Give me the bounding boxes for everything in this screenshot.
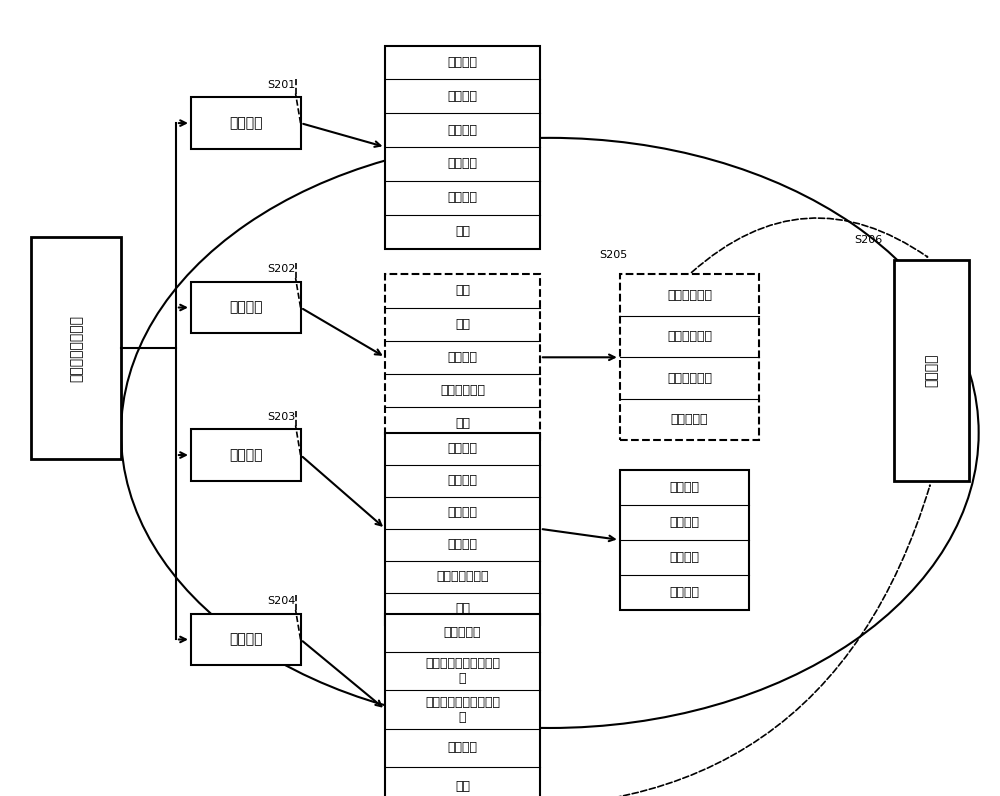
Text: 已完全改善: 已完全改善 bbox=[444, 626, 481, 639]
Text: 觉厄不当: 觉厄不当 bbox=[448, 538, 478, 552]
FancyBboxPatch shape bbox=[894, 259, 969, 481]
Text: 芯片信息: 芯片信息 bbox=[229, 116, 262, 130]
Text: 失效机理: 失效机理 bbox=[229, 448, 262, 462]
Text: 造成功能丧失: 造成功能丧失 bbox=[667, 330, 712, 343]
Text: 芯片型号: 芯片型号 bbox=[448, 90, 478, 103]
FancyBboxPatch shape bbox=[191, 429, 301, 481]
Text: 设计缺陷: 设计缺陷 bbox=[448, 443, 478, 455]
Text: 判断结果: 判断结果 bbox=[924, 353, 938, 387]
FancyBboxPatch shape bbox=[620, 470, 749, 610]
Text: 功能性能失效: 功能性能失效 bbox=[440, 384, 485, 397]
Text: 参数漂移: 参数漂移 bbox=[448, 351, 478, 364]
Text: 应用场景: 应用场景 bbox=[448, 191, 478, 205]
FancyArrowPatch shape bbox=[465, 486, 930, 796]
Text: 芯片类型: 芯片类型 bbox=[448, 56, 478, 69]
Text: 部分改善仍可能影响功
能: 部分改善仍可能影响功 能 bbox=[425, 696, 500, 724]
FancyArrowPatch shape bbox=[692, 218, 927, 272]
Text: 温度问题: 温度问题 bbox=[669, 516, 699, 529]
Text: 改善措施: 改善措施 bbox=[229, 633, 262, 646]
FancyBboxPatch shape bbox=[385, 275, 540, 440]
Text: 短路: 短路 bbox=[455, 318, 470, 330]
Text: S203: S203 bbox=[268, 412, 296, 422]
Text: S204: S204 bbox=[268, 596, 296, 607]
Text: 其他问题: 其他问题 bbox=[669, 586, 699, 599]
Text: S202: S202 bbox=[268, 264, 296, 275]
FancyBboxPatch shape bbox=[620, 275, 759, 440]
FancyBboxPatch shape bbox=[191, 97, 301, 149]
FancyBboxPatch shape bbox=[385, 614, 540, 796]
FancyBboxPatch shape bbox=[385, 45, 540, 248]
Text: 影响人身安全: 影响人身安全 bbox=[667, 289, 712, 302]
FancyBboxPatch shape bbox=[191, 614, 301, 665]
Text: 芯片失效分析平台: 芯片失效分析平台 bbox=[69, 314, 83, 381]
Text: S201: S201 bbox=[268, 80, 296, 90]
Text: 环境因素: 环境因素 bbox=[448, 506, 478, 519]
Text: 其他: 其他 bbox=[455, 603, 470, 615]
Text: 其他: 其他 bbox=[455, 225, 470, 238]
Text: 其他: 其他 bbox=[455, 417, 470, 430]
Text: 无法改善: 无法改善 bbox=[448, 741, 478, 755]
Text: 开路: 开路 bbox=[455, 284, 470, 298]
Text: S205: S205 bbox=[600, 250, 628, 259]
FancyBboxPatch shape bbox=[191, 282, 301, 334]
Text: 生产厂商: 生产厂商 bbox=[448, 123, 478, 137]
Text: 影响部分功能: 影响部分功能 bbox=[667, 372, 712, 384]
Text: S206: S206 bbox=[854, 235, 882, 245]
Text: 灰尘问题: 灰尘问题 bbox=[669, 481, 699, 494]
Text: 部分改善不影响主要功
能: 部分改善不影响主要功 能 bbox=[425, 657, 500, 685]
Text: 其他: 其他 bbox=[455, 780, 470, 793]
FancyBboxPatch shape bbox=[385, 433, 540, 625]
Text: 制造缺陷: 制造缺陷 bbox=[448, 474, 478, 487]
Text: 生产批次: 生产批次 bbox=[448, 158, 478, 170]
Text: 外围电路不匹配: 外围电路不匹配 bbox=[436, 570, 489, 583]
FancyBboxPatch shape bbox=[31, 237, 121, 458]
Text: 失效模式: 失效模式 bbox=[229, 301, 262, 314]
Text: 基本无影响: 基本无影响 bbox=[671, 413, 708, 426]
Text: 温度问题: 温度问题 bbox=[669, 551, 699, 564]
